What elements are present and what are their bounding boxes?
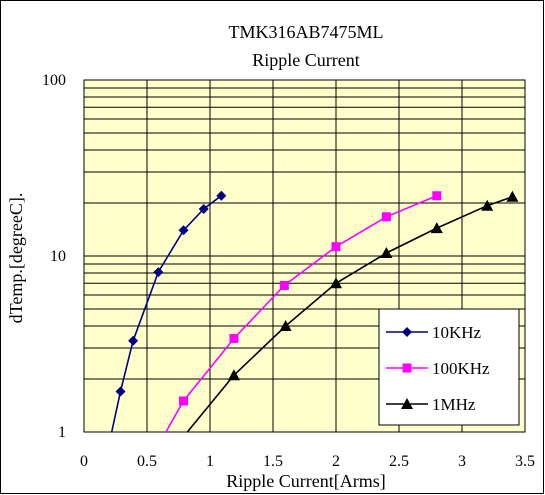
legend-marker	[402, 327, 412, 337]
data-point	[178, 225, 189, 236]
data-point	[279, 280, 289, 290]
data-point	[279, 320, 292, 332]
x-tick-label: 3.5	[515, 453, 535, 470]
data-point	[179, 396, 189, 406]
legend-label: 1MHz	[432, 395, 476, 414]
x-tick-label: 2	[332, 453, 340, 470]
data-point	[381, 212, 391, 222]
data-point	[481, 199, 494, 211]
data-point	[227, 369, 240, 381]
y-tick-label: 1	[58, 424, 66, 441]
legend-items: 10KHz 100KHz 1MHz	[386, 323, 490, 414]
data-point	[229, 333, 239, 343]
legend-marker	[402, 363, 412, 373]
series-layer	[110, 190, 519, 433]
axis-labels: 0 0.5 1 1.5 2 2.5 3 3.5 1 10 100	[42, 72, 535, 470]
chart-title: TMK316AB7475ML	[228, 22, 383, 42]
legend-label: 10KHz	[432, 323, 482, 342]
x-tick-label: 0	[80, 453, 88, 470]
x-tick-label: 3	[458, 453, 466, 470]
legend-box	[378, 308, 520, 426]
x-tick-label: 2.5	[389, 453, 409, 470]
x-tick-label: 1	[206, 453, 214, 470]
data-point	[128, 335, 139, 346]
y-tick-label: 10	[50, 248, 66, 265]
legend-marker	[401, 398, 413, 409]
x-axis-label: Ripple Current[Arms]	[226, 471, 385, 491]
data-point	[115, 386, 126, 397]
data-point	[153, 267, 164, 278]
x-tick-label: 0.5	[137, 453, 157, 470]
data-point	[380, 247, 393, 259]
data-point	[331, 242, 341, 252]
data-point	[506, 190, 519, 202]
legend-label: 100KHz	[432, 359, 490, 378]
legend: 10KHz 100KHz 1MHz	[378, 308, 520, 426]
data-point	[330, 277, 342, 289]
y-tick-label: 100	[42, 72, 66, 89]
series-line	[186, 196, 513, 433]
y-axis-label: dTemp.[degreeC].	[6, 193, 26, 324]
data-point	[430, 222, 443, 234]
data-point	[198, 203, 209, 214]
series-1MHz	[186, 190, 519, 433]
x-tick-label: 1.5	[263, 453, 283, 470]
series-100KHz	[165, 191, 442, 433]
data-point	[216, 190, 227, 201]
data-point	[432, 191, 442, 201]
chart-subtitle: Ripple Current	[252, 50, 359, 70]
series-10KHz	[110, 190, 227, 433]
